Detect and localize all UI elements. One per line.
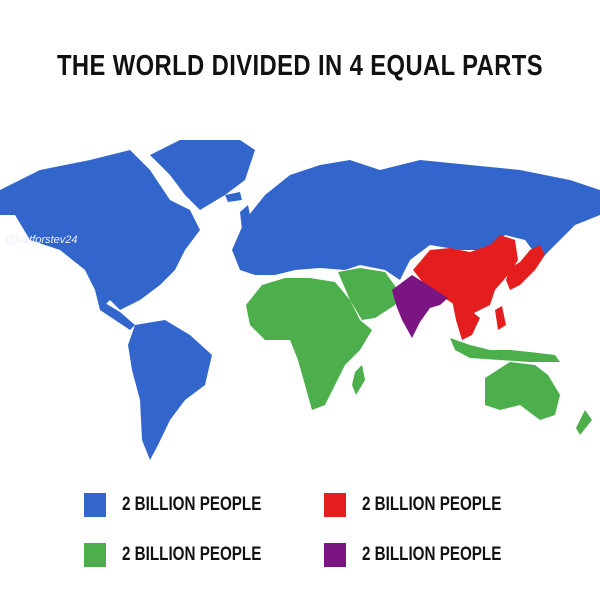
iceland <box>225 192 242 202</box>
legend-swatch-red <box>324 493 346 517</box>
legend-item-red: 2 BILLION PEOPLE <box>324 493 536 517</box>
legend-label: 2 BILLION PEOPLE <box>362 494 502 515</box>
region-purple <box>392 275 448 338</box>
indonesia <box>450 338 560 362</box>
india <box>392 275 448 338</box>
watermark: @justforstev24 <box>4 234 78 246</box>
legend-label: 2 BILLION PEOPLE <box>122 544 262 565</box>
region-green <box>246 268 592 435</box>
page-title: THE WORLD DIVIDED IN 4 EQUAL PARTS <box>56 50 544 82</box>
mainland-southeast-asia <box>452 300 480 340</box>
legend-swatch-blue <box>84 493 106 517</box>
madagascar <box>352 365 365 395</box>
europe-russia <box>232 160 600 280</box>
japan-korea <box>506 245 545 290</box>
middle-east <box>338 268 398 320</box>
legend-item-blue: 2 BILLION PEOPLE <box>84 493 296 517</box>
legend-swatch-purple <box>324 543 346 567</box>
legend-item-green: 2 BILLION PEOPLE <box>84 543 296 567</box>
legend-label: 2 BILLION PEOPLE <box>362 544 502 565</box>
china <box>413 235 518 315</box>
legend-item-purple: 2 BILLION PEOPLE <box>324 543 536 567</box>
new-zealand <box>576 410 592 435</box>
philippines <box>495 306 506 330</box>
legend-label: 2 BILLION PEOPLE <box>122 494 262 515</box>
africa <box>246 278 372 410</box>
australia <box>485 362 560 420</box>
central-america <box>100 300 135 330</box>
north-america <box>0 150 200 310</box>
legend-swatch-green <box>84 543 106 567</box>
region-blue <box>0 140 600 460</box>
region-red <box>413 235 545 340</box>
greenland <box>150 140 255 210</box>
uk <box>240 205 252 230</box>
south-america <box>128 320 212 460</box>
